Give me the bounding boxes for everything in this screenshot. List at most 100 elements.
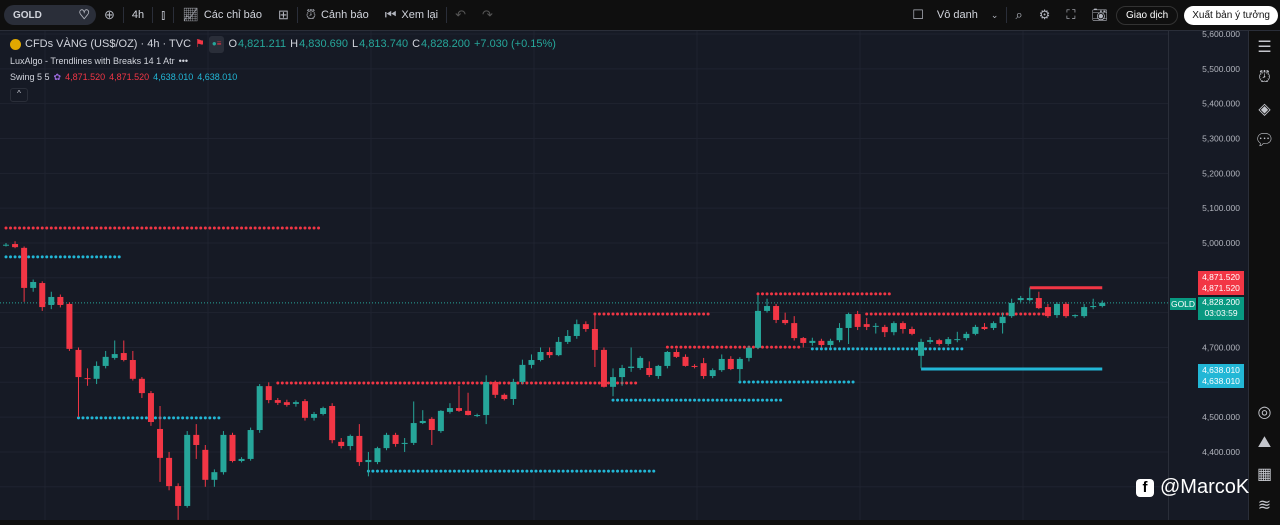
interval-button[interactable]: 4h [124,0,152,31]
candle-body [836,327,843,341]
resistance-dot [176,226,180,230]
fullscreen-button[interactable]: ⛶ [1058,0,1083,31]
heart-shield-icon[interactable]: ♡ [78,7,90,22]
resistance-dot [625,312,629,316]
support-dot [847,347,851,351]
support-dot [489,469,493,473]
candle-body [591,329,598,350]
alerts-label: Cảnh báo [320,9,369,21]
resistance-dot [262,226,266,230]
resistance-dot [724,345,728,349]
resistance-dot [702,312,706,316]
market-status-icon[interactable]: ●≡ [208,36,225,53]
resistance-dot [27,226,31,230]
divider [173,7,175,23]
indicator-swing[interactable]: Swing 5 5 [10,72,50,82]
indicators-button[interactable]: 📈︎ Các chỉ báo [174,0,270,31]
screenshot-button[interactable]: 📷︎ [1083,0,1116,31]
resistance-dot [194,226,198,230]
calendar-icon[interactable]: ▦ [1256,465,1273,483]
resistance-dot [670,312,674,316]
price-chart[interactable]: 5,600.000 5,500.000 5,400.000 5,300.000 5,20… [0,29,1248,523]
publish-idea-button[interactable]: Xuất bản ý tưởng [1184,5,1278,25]
resistance-dot [992,312,996,316]
collapse-legend-button[interactable]: ^ [10,87,28,102]
replay-button[interactable]: ⏮︎ Xem lại [377,0,446,31]
support-dot [924,347,928,351]
candle-body [718,358,725,371]
support-dot [40,255,44,259]
resistance-dot [557,381,561,385]
indicator-trendlines[interactable]: LuxAlgo - Trendlines with Breaks 14 1 At… [10,55,175,66]
add-symbol-button[interactable]: ⊕ [96,0,123,31]
support-dot [95,255,99,259]
support-dot [27,255,31,259]
resistance-dot [502,381,506,385]
resistance-dot [425,381,429,385]
support-dot [874,347,878,351]
undo-button[interactable]: ↶ [447,0,474,31]
candle-body [84,378,91,380]
support-dot [394,469,398,473]
resistance-dot [217,226,221,230]
support-dot [788,380,792,384]
indicator-settings-icon[interactable]: ✿ [53,72,62,82]
resistance-dot [928,312,932,316]
price-axis[interactable] [1168,31,1246,520]
resistance-dot [380,381,384,385]
resistance-dot [883,312,887,316]
resistance-dot [525,381,529,385]
resistance-dot [163,226,167,230]
symbol-search[interactable]: GOLD ♡ [4,5,96,25]
candle-body [655,365,662,377]
support-dot [95,416,99,420]
resistance-dot [869,292,873,296]
resistance-dot [90,226,94,230]
ideas-icon[interactable]: ⛰ [1257,433,1272,451]
resistance-dot [760,292,764,296]
chart-type-button[interactable]: ⫾ [153,0,173,31]
templates-button[interactable]: ⊞ [270,0,297,31]
support-dot [756,380,760,384]
support-dot [380,469,384,473]
candle-body [48,296,55,305]
layers-icon[interactable]: ◈ [1258,100,1271,118]
resistance-dot [706,312,710,316]
resistance-dot [887,292,891,296]
trade-button[interactable]: Giao dịch [1116,5,1179,25]
last-price-label: 4,828.200 03:03:59 [1198,297,1244,320]
support-dot [620,469,624,473]
support-dot [375,469,379,473]
support-dot [815,347,819,351]
resistance-dot [693,312,697,316]
settings-button[interactable]: ⚙ [1031,0,1059,31]
signal-icon[interactable]: ≋ [1257,496,1272,514]
flag-icon[interactable]: ⚑ [195,38,205,50]
alerts-clock-icon[interactable]: ⏰︎ [1258,68,1271,86]
resistance-dot [298,381,302,385]
candle-body [854,314,861,327]
watermark: f @MarcoK [1136,476,1249,499]
resistance-dot [738,345,742,349]
resistance-dot [756,292,760,296]
alerts-button[interactable]: ⏰︎ Cảnh báo [298,0,377,31]
target-icon[interactable]: ◎ [1257,403,1272,421]
resistance-dot [131,226,135,230]
resistance-dot [113,226,117,230]
chart-pane[interactable]: 5,600.000 5,500.000 5,400.000 5,300.000 5,20… [0,29,1248,523]
candle-body [963,333,970,339]
chat-icon[interactable]: 💬︎ [1254,131,1275,149]
candle-body [338,441,345,447]
support-dot [520,469,524,473]
support-dot [928,347,932,351]
quick-search-button[interactable]: ⌕ [1007,0,1030,31]
support-dot [176,416,180,420]
more-icon[interactable]: ••• [178,55,189,66]
resistance-dot [443,381,447,385]
layout-button[interactable]: ☐ Vô danh ⌄ [904,0,1006,31]
resistance-dot [620,312,624,316]
price-tick-label: 5,000.000 [1202,238,1240,248]
redo-button[interactable]: ↷ [474,0,501,31]
watchlist-icon[interactable]: ☰ [1257,38,1272,56]
support-dot [674,398,678,402]
